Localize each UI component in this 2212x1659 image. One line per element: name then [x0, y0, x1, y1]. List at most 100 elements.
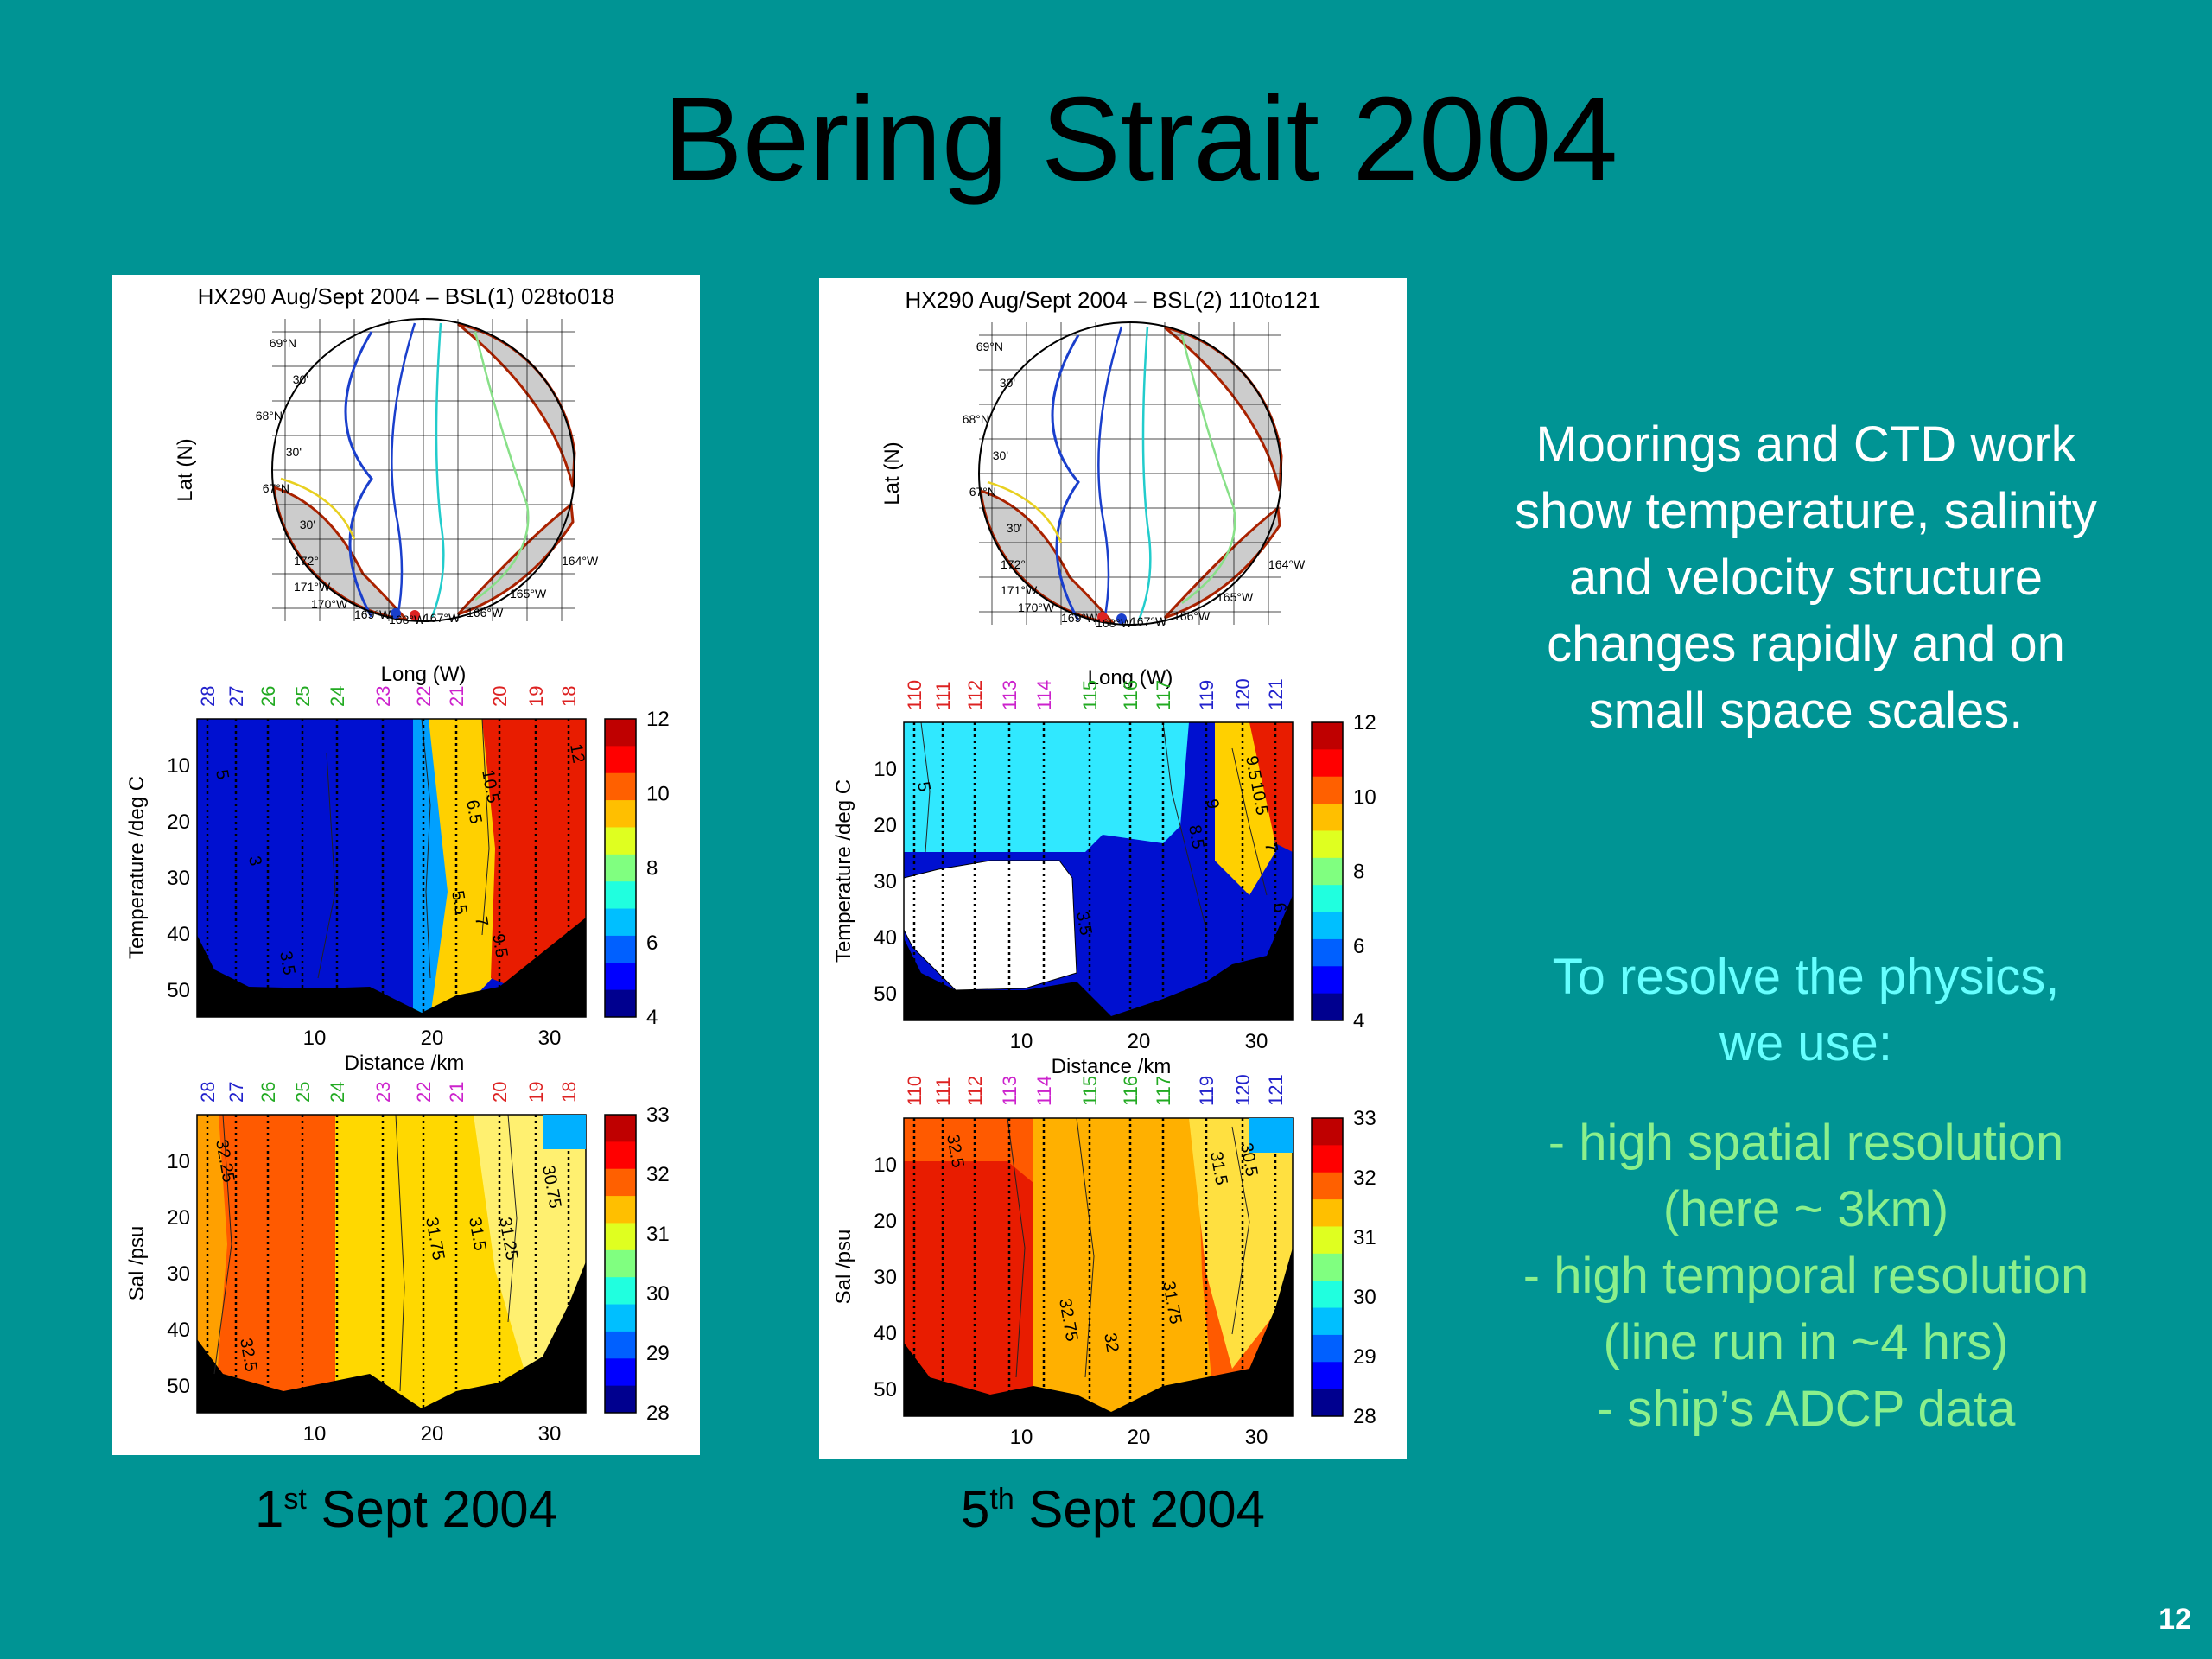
station-label: 28: [197, 686, 219, 707]
map-long-label: 167°W: [423, 611, 461, 625]
temperature-xlabel: Distance /km: [345, 1052, 465, 1075]
map-long-label: 169°W: [1061, 611, 1098, 625]
temperature-xtick: 10: [1010, 1030, 1033, 1053]
map-long-label: 172°: [1001, 557, 1026, 571]
map-x-label: Long (W): [1088, 666, 1173, 690]
map-lat-label: 30': [1000, 376, 1015, 390]
salinity-plot-contour: [1231, 1126, 1250, 1335]
temperature-ytick: 40: [167, 923, 190, 946]
map-station-marker: [391, 608, 401, 619]
salinity-plot-contour: [395, 1114, 405, 1392]
salinity-colorbar-segment: [1312, 1334, 1343, 1363]
temperature-plot-contour: [481, 718, 490, 936]
temperature-ytick: 20: [874, 814, 897, 837]
station-label: 113: [999, 680, 1020, 710]
map-long-label: 170°W: [311, 597, 348, 611]
salinity-xtick: 10: [303, 1422, 327, 1446]
salinity-ytick: 30: [167, 1262, 190, 1286]
map-long-label: 169°W: [354, 607, 391, 621]
temperature-xlabel: Distance /km: [1052, 1055, 1172, 1078]
salinity-colorbar-segment: [605, 1304, 636, 1332]
temperature-contour-label: 8.5: [1185, 823, 1207, 850]
salinity-colorbar-segment: [605, 1358, 636, 1387]
map-station-marker: [410, 610, 420, 620]
temperature-ytick: 40: [874, 926, 897, 950]
methods-line: - high temporal resolution: [1522, 1248, 2089, 1304]
salinity-colorbar-label: 31: [1353, 1226, 1376, 1249]
temperature-colorbar-label: 6: [646, 931, 658, 955]
temperature-contour-label: 6: [1269, 901, 1290, 914]
salinity-fresh-patch: [543, 1115, 586, 1149]
map-long-label: 164°W: [562, 554, 599, 568]
temperature-colorbar-segment: [1312, 804, 1343, 831]
map-lat-label: 68°N: [963, 412, 989, 426]
temperature-colorbar-segment: [1312, 857, 1343, 886]
salinity-plot-frame: [196, 1114, 587, 1414]
temperature-contour-label: 3.5: [276, 950, 298, 976]
description-line: small space scales.: [1588, 683, 2024, 739]
temperature-ylabel: Temperature /deg C: [125, 776, 149, 959]
salinity-xtick: 20: [421, 1422, 444, 1446]
salinity-colorbar-segment: [1312, 1307, 1343, 1336]
map-lat-label: 69°N: [270, 336, 296, 350]
temperature-plot-seabed: [197, 918, 586, 1017]
salinity-ytick: 20: [167, 1206, 190, 1230]
salinity-colorbar-frame: [1311, 1117, 1344, 1417]
map-lat-label: 30': [1007, 521, 1022, 535]
temperature-plot-fill-band: [1249, 722, 1293, 852]
temperature-ytick: 30: [874, 870, 897, 893]
temperature-xtick: 30: [1245, 1030, 1268, 1053]
station-label: 23: [372, 1082, 394, 1103]
map-lat-label: 69°N: [976, 340, 1003, 353]
station-label: 26: [257, 1082, 279, 1103]
station-label: 110: [904, 680, 925, 710]
map-isobath-cyan: [430, 322, 445, 618]
salinity-colorbar-segment: [1312, 1281, 1343, 1309]
station-label: 22: [413, 686, 435, 707]
map-isobath-blue: [1051, 334, 1080, 621]
station-label: 116: [1120, 1076, 1141, 1106]
salinity-plot-fill-band: [197, 1115, 227, 1413]
map-y-label: Lat (N): [174, 438, 197, 501]
map-long-label: 168°W: [1096, 616, 1133, 630]
temperature-colorbar-segment: [1312, 885, 1343, 913]
temperature-plot-frame: [196, 718, 587, 1018]
salinity-colorbar-segment: [1312, 1253, 1343, 1281]
plot-title: HX290 Aug/Sept 2004 – BSL(1) 028to018: [198, 283, 615, 309]
methods-line: (line run in ~4 hrs): [1603, 1314, 2009, 1370]
salinity-colorbar-segment: [1312, 1199, 1343, 1227]
temperature-colorbar-segment: [605, 963, 636, 991]
temperature-colorbar-frame: [1311, 721, 1344, 1021]
temperature-plot-contour: [317, 753, 336, 979]
map-long-label: 166°W: [467, 606, 504, 620]
caption-2: 5th Sept 2004: [819, 1479, 1407, 1539]
station-label: 24: [327, 686, 348, 707]
map-long-label: 168°W: [389, 613, 426, 626]
map-station-marker: [1116, 613, 1127, 624]
salinity-section: 110 111 112 113 114 115 116 117 119 120 121 33 32 31 3…: [832, 1074, 1376, 1449]
temperature-contour-label: 7: [471, 915, 492, 928]
temperature-ytick: 10: [167, 754, 190, 778]
map-lat-label: 30': [993, 448, 1008, 462]
temperature-contour-label: 5: [212, 768, 232, 781]
salinity-colorbar-segment: [605, 1277, 636, 1306]
map-lat-label: 67°N: [969, 485, 996, 499]
salinity-ytick: 40: [167, 1319, 190, 1342]
salinity-section: 28 27 26 25 24 23 22 21 20 19 18 33 32 31 30 29 28 10 20 30…: [125, 1082, 670, 1446]
methods-heading-line: To resolve the physics,: [1552, 949, 2060, 1005]
figure-group: HX290 Aug/Sept 2004 – BSL(2) 110to121 69°…: [832, 287, 1376, 1449]
methods-heading: To resolve the physics, we use:: [1452, 944, 2160, 1077]
temperature-colorbar-segment: [605, 772, 636, 801]
station-label: 18: [558, 686, 580, 707]
salinity-ytick: 20: [874, 1210, 897, 1233]
figure-1-svg: HX290 Aug/Sept 2004 – BSL(1) 028to018 69°…: [125, 283, 670, 1446]
map-long-label: 172°: [294, 554, 319, 568]
temperature-colorbar-label: 8: [646, 857, 658, 880]
station-label: 18: [558, 1082, 580, 1103]
map-border: [271, 318, 575, 622]
station-label: 24: [327, 1082, 348, 1103]
temperature-colorbar-segment: [1312, 722, 1343, 750]
temperature-contour-label: 3.5: [1072, 910, 1095, 937]
salinity-colorbar-segment: [1312, 1145, 1343, 1173]
station-label: 20: [489, 1082, 511, 1103]
